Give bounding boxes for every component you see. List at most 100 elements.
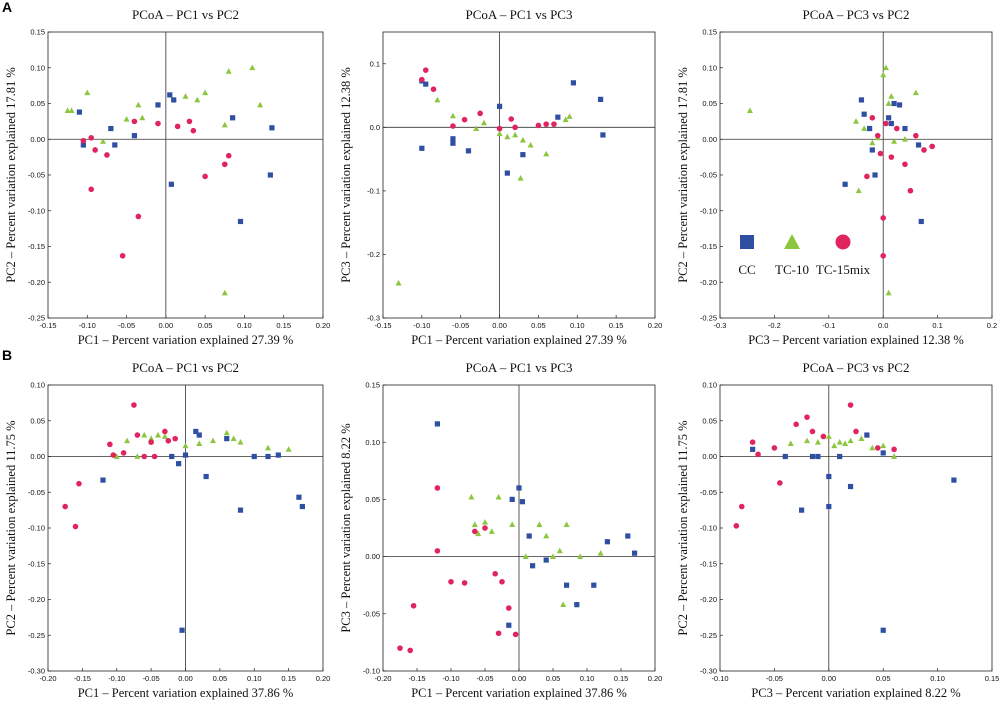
data-point-tc-15mix — [888, 154, 895, 160]
data-point-tc-10 — [543, 150, 550, 157]
data-point-tc-10 — [249, 64, 256, 71]
y-tick-label: 0.00 — [365, 552, 380, 561]
y-tick-label: -0.25 — [700, 631, 717, 640]
data-point-tc-15mix — [155, 120, 161, 127]
y-tick-label: -0.05 — [28, 488, 45, 497]
data-point-tc-10 — [230, 435, 237, 442]
y-tick-label: -0.10 — [700, 206, 717, 215]
x-tick-label: 0.20 — [316, 321, 331, 330]
data-point-tc-15mix — [492, 570, 499, 577]
data-point-tc-15mix — [107, 441, 113, 448]
data-point-cc — [867, 125, 873, 132]
data-point-tc-10 — [496, 130, 503, 137]
data-point-cc — [269, 125, 275, 131]
data-point-cc — [167, 92, 173, 98]
y-tick-label: -0.15 — [700, 559, 717, 568]
data-point-cc — [861, 111, 867, 117]
data-point-tc-15mix — [410, 602, 417, 609]
data-point-cc — [516, 485, 522, 491]
data-point-tc-10 — [825, 433, 832, 439]
data-point-tc-15mix — [221, 161, 228, 168]
data-point-tc-15mix — [512, 124, 518, 131]
x-axis-label: PC3 – Percent variation explained 8.22 % — [751, 686, 960, 700]
y-axis-label: PC3 – Percent variation explained 8.22 % — [339, 423, 353, 632]
data-point-tc-15mix — [131, 118, 138, 125]
y-tick-label: -0.25 — [28, 314, 45, 323]
data-point-tc-15mix — [72, 523, 79, 530]
data-point-tc-15mix — [472, 528, 478, 535]
data-point-tc-10 — [858, 435, 865, 442]
y-tick-label: -0.20 — [700, 595, 717, 604]
data-point-tc-15mix — [135, 213, 142, 220]
y-tick-label: 0.10 — [30, 63, 45, 72]
data-point-tc-15mix — [771, 445, 778, 451]
data-point-tc-10 — [488, 528, 495, 534]
data-point-tc-10 — [509, 521, 516, 527]
data-point-tc-10 — [550, 553, 556, 559]
data-point-cc — [496, 103, 503, 109]
data-point-cc — [419, 145, 425, 151]
data-point-tc-10 — [100, 138, 106, 144]
data-point-tc-15mix — [119, 252, 126, 259]
data-point-tc-10 — [221, 289, 228, 296]
data-point-tc-10 — [223, 429, 230, 436]
legend-label: CC — [738, 262, 755, 277]
data-point-cc — [267, 172, 273, 178]
data-point-tc-10 — [517, 174, 524, 181]
y-axis-label: PC2 – Percent variation explained 11.75 … — [4, 420, 18, 635]
data-point-tc-10 — [536, 521, 543, 527]
data-point-tc-15mix — [151, 453, 158, 460]
x-tick-label: -0.10 — [442, 674, 459, 683]
data-point-cc — [951, 477, 957, 483]
data-point-cc — [112, 142, 118, 148]
y-tick-label: -0.20 — [28, 278, 45, 287]
data-point-tc-15mix — [877, 150, 884, 157]
data-point-tc-10 — [155, 431, 161, 438]
data-point-tc-15mix — [913, 132, 919, 139]
y-tick-label: -0.05 — [700, 171, 717, 180]
x-tick-label: 0.10 — [930, 674, 945, 683]
data-point-tc-15mix — [62, 503, 68, 510]
plot-title: PCoA – PC3 vs PC2 — [803, 7, 910, 22]
x-tick-label: 0.0 — [878, 321, 888, 330]
x-tick-label: -0.20 — [39, 674, 56, 683]
data-point-tc-10 — [182, 93, 189, 99]
x-tick-label: 0.10 — [247, 674, 262, 683]
y-tick-label: -0.10 — [363, 667, 380, 676]
data-point-tc-15mix — [543, 121, 549, 127]
scatter-panel-1: PCoA – PC1 vs PC2 -0.15 -0.10 -0.05 0.00 0.05… — [4, 7, 330, 347]
data-point-tc-10 — [123, 116, 130, 122]
x-tick-label: 0.10 — [570, 321, 585, 330]
plot-title: PCoA – PC1 vs PC3 — [466, 360, 573, 375]
data-point-cc — [169, 453, 175, 460]
data-point-tc-10 — [475, 530, 482, 537]
y-tick-label: 0.10 — [702, 63, 717, 72]
data-point-tc-15mix — [407, 647, 414, 654]
data-point-tc-10 — [556, 547, 563, 554]
data-point-tc-15mix — [793, 421, 799, 428]
y-tick-label: 0.05 — [702, 416, 717, 425]
x-tick-label: 0.00 — [178, 674, 193, 683]
x-tick-label: -0.15 — [374, 321, 391, 330]
x-tick-label: -0.05 — [143, 674, 160, 683]
data-point-tc-15mix — [92, 147, 98, 153]
x-tick-label: -0.2 — [768, 321, 781, 330]
y-tick-label: 0.10 — [30, 381, 45, 390]
data-point-tc-15mix — [148, 439, 154, 446]
data-point-tc-15mix — [434, 485, 441, 491]
data-point-tc-10 — [522, 553, 529, 559]
x-tick-label: 0.20 — [648, 674, 663, 683]
data-point-cc — [193, 428, 199, 435]
x-axis-label: PC3 – Percent variation explained 12.38 … — [748, 333, 964, 347]
data-point-cc — [799, 507, 805, 513]
data-point-cc — [598, 96, 604, 102]
data-point-tc-15mix — [120, 450, 127, 456]
scatter-panel-4: PCoA – PC1 vs PC2 -0.20 -0.15 -0.10 -0.05 0.0… — [4, 360, 330, 700]
x-tick-label: 0.10 — [237, 321, 252, 330]
x-axis-label: PC1 – Percent variation explained 27.39 … — [411, 333, 627, 347]
data-point-tc-15mix — [88, 186, 95, 193]
data-point-tc-15mix — [186, 118, 193, 125]
data-point-tc-15mix — [482, 525, 488, 531]
data-point-cc — [826, 503, 832, 510]
data-point-cc — [504, 170, 510, 176]
